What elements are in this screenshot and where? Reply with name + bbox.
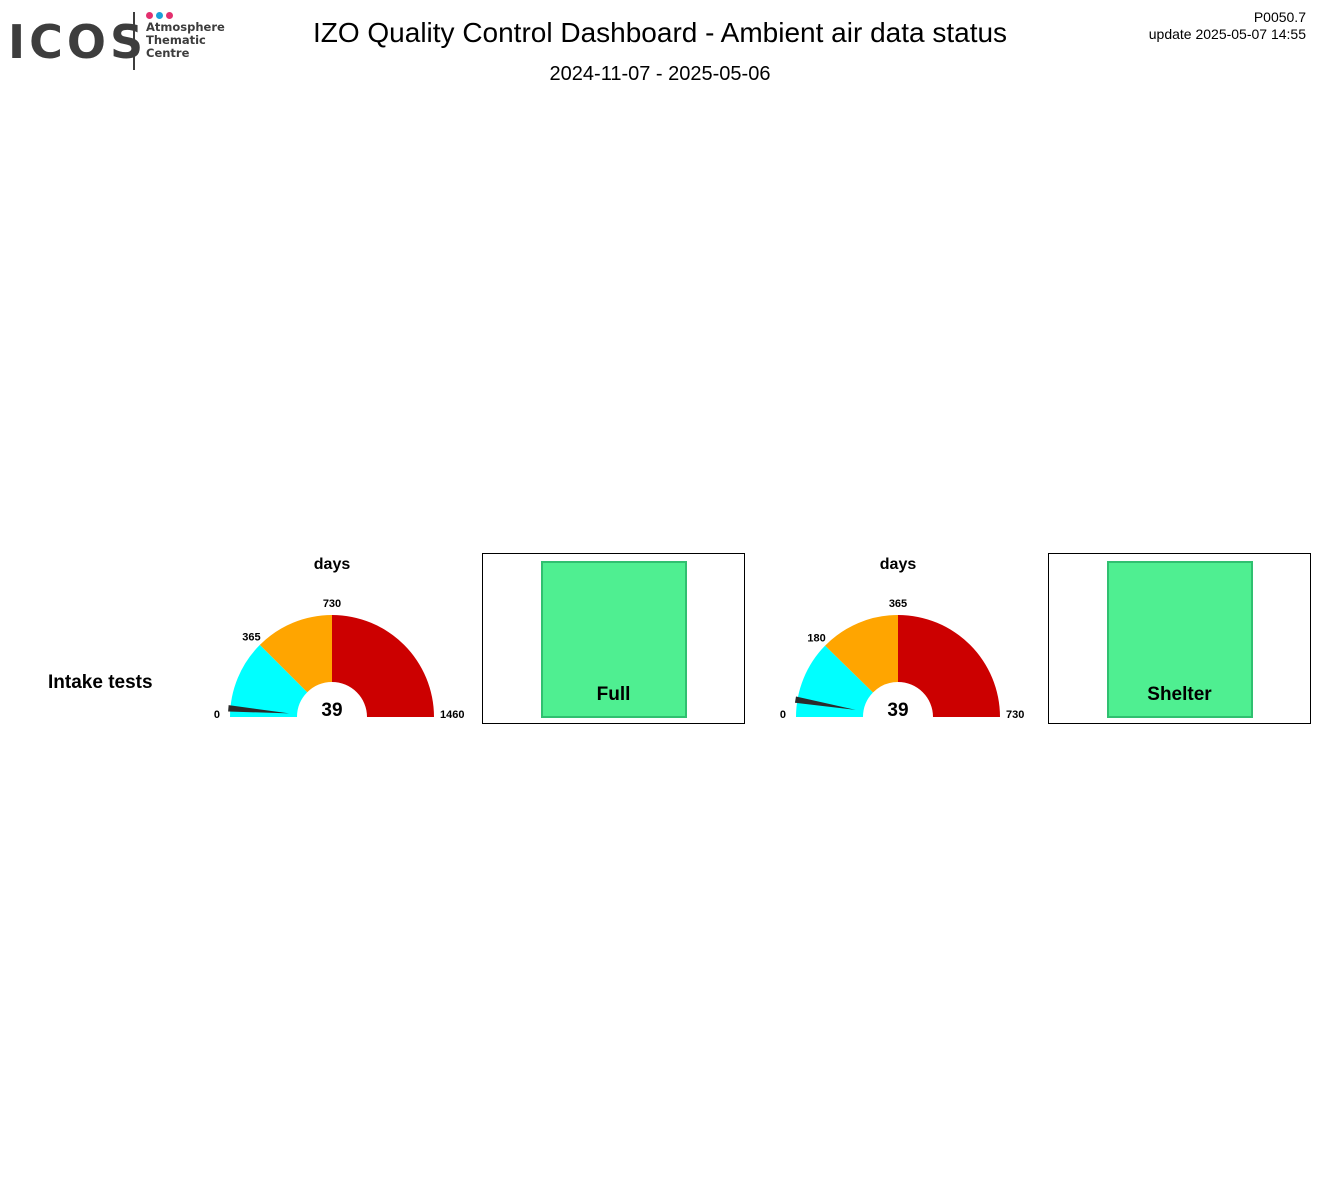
- gauge-band: [796, 645, 873, 717]
- gauge-svg: 0 180 365 730 days 39: [780, 556, 1024, 721]
- gauge-tick-label: 730: [1006, 709, 1024, 721]
- logo-dot: [146, 12, 153, 19]
- gauge-value: 39: [887, 700, 908, 721]
- logo-dot: [156, 12, 163, 19]
- update-timestamp: update 2025-05-07 14:55: [1148, 26, 1306, 42]
- product-code: P0050.7: [1253, 9, 1306, 25]
- gauge-tick-label: 365: [889, 598, 907, 610]
- gauge-tick-label: 0: [214, 709, 220, 721]
- status-box-1: Full: [482, 553, 745, 724]
- gauge-band: [825, 615, 898, 693]
- logo-dot: [166, 12, 173, 19]
- gauge-band: [332, 615, 434, 717]
- gauge-title: days: [314, 556, 351, 573]
- gauge-needle: [228, 705, 290, 714]
- logo-divider: [133, 12, 135, 70]
- row-label-intake-tests: Intake tests: [48, 672, 153, 693]
- date-range: 2024-11-07 - 2025-05-06: [549, 63, 771, 85]
- status-label: Full: [596, 684, 631, 705]
- logo-line: Atmosphere: [146, 20, 225, 34]
- status-box-2: Shelter: [1048, 553, 1311, 724]
- gauge-tick-label: 730: [323, 598, 341, 610]
- gauge-tick-label: 365: [242, 631, 260, 643]
- gauge-band: [898, 615, 1000, 717]
- logo-dots: [146, 12, 176, 20]
- logo-text: Atmosphere Thematic Centre: [146, 21, 225, 60]
- gauge-chart-1: 0 365 730 1460 days 39: [210, 552, 470, 732]
- gauge-needle: [794, 696, 856, 710]
- gauge-title: days: [880, 556, 917, 573]
- logo-brand: ICOS: [8, 15, 148, 69]
- logo-line: Centre: [146, 46, 190, 60]
- status-fill: [541, 561, 687, 718]
- gauge-svg: 0 365 730 1460 days 39: [214, 556, 465, 721]
- page-title: IZO Quality Control Dashboard - Ambient …: [312, 17, 1008, 48]
- icos-logo: ICOS Atmosphere Thematic Centre: [6, 8, 226, 74]
- gauge-tick-label: 1460: [440, 709, 464, 721]
- gauge-band: [230, 644, 308, 717]
- status-label: Shelter: [1147, 684, 1212, 705]
- header-meta: P0050.7 update 2025-05-07 14:55: [1149, 9, 1306, 43]
- status-fill: [1107, 561, 1253, 718]
- gauge-value: 39: [321, 700, 342, 721]
- gauge-tick-label: 180: [807, 632, 825, 644]
- gauge-tick-label: 0: [780, 709, 786, 721]
- gauge-band: [259, 615, 332, 693]
- logo-line: Thematic: [146, 33, 206, 47]
- gauge-chart-2: 0 180 365 730 days 39: [776, 552, 1036, 732]
